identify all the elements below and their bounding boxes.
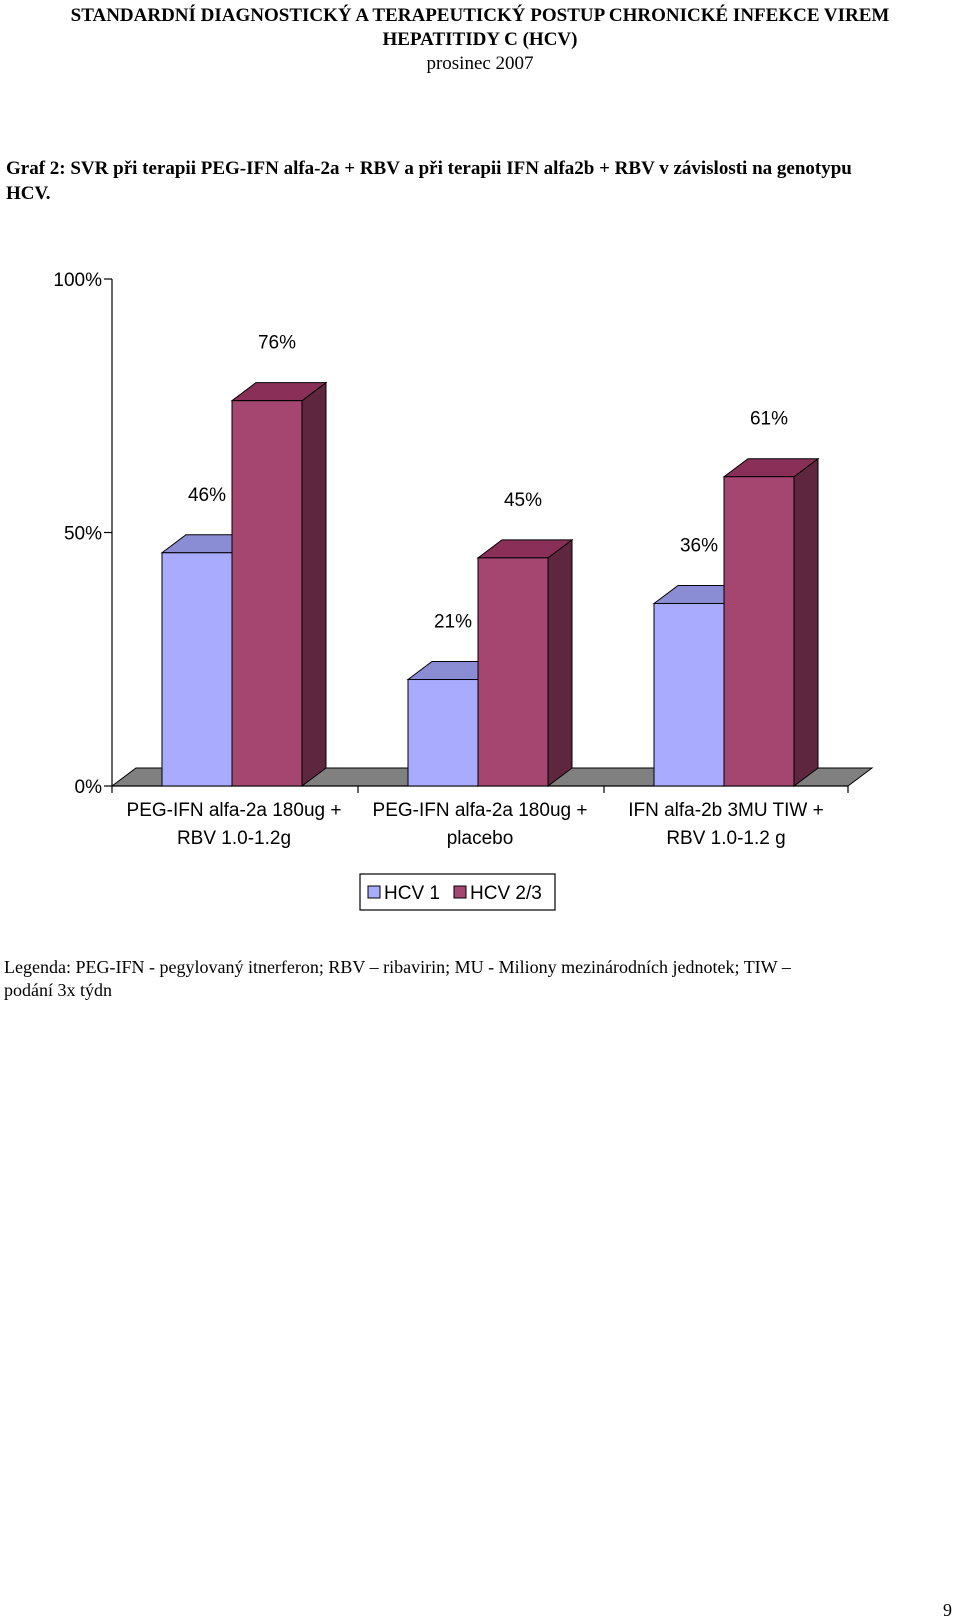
- data-label: 21%: [434, 612, 472, 633]
- header-title-line-2: HEPATITIDY C (HCV): [382, 29, 578, 50]
- legend-label: HCV 1: [384, 883, 440, 904]
- header-title-line-1: STANDARDNÍ DIAGNOSTICKÝ A TERAPEUTICKÝ P…: [70, 5, 890, 26]
- legend-label: HCV 2/3: [470, 883, 542, 904]
- header-date: prosinec 2007: [426, 53, 534, 74]
- x-category-label: RBV 1.0-1.2 g: [666, 828, 785, 849]
- bar-side: [793, 457, 819, 787]
- bar-chart: 0% 50% 100% 46% 76% PEG-IFN alfa-2a 180ug + RB…: [53, 270, 874, 911]
- y-tick-label: 100%: [53, 270, 102, 291]
- bar: [231, 400, 303, 787]
- x-category-label: placebo: [447, 828, 514, 849]
- data-label: 61%: [750, 409, 788, 430]
- y-tick-label: 0%: [75, 777, 103, 798]
- x-category-label: IFN alfa-2b 3MU TIW +: [628, 800, 824, 821]
- data-label: 45%: [504, 490, 542, 511]
- figure-caption-line-2: HCV.: [6, 183, 51, 204]
- x-category-label: PEG-IFN alfa-2a 180ug +: [373, 800, 588, 821]
- data-label: 76%: [258, 333, 296, 354]
- legend-swatch: [453, 885, 467, 899]
- legend-swatch: [367, 885, 381, 899]
- x-category-label: RBV 1.0-1.2g: [177, 828, 291, 849]
- bar: [723, 476, 795, 787]
- x-category-label: PEG-IFN alfa-2a 180ug +: [127, 800, 342, 821]
- data-label: 46%: [188, 485, 226, 506]
- abbreviation-legend: Legenda: PEG-IFN - pegylovaný itnerferon…: [4, 956, 944, 1002]
- data-label: 36%: [680, 535, 718, 556]
- figure-caption: Graf 2: SVR při terapii PEG-IFN alfa-2a …: [6, 156, 946, 206]
- bar-side: [301, 381, 327, 787]
- page-number: 9: [943, 1600, 952, 1620]
- bar: [407, 679, 479, 787]
- abbreviation-legend-line-2: podání 3x týdn: [4, 980, 112, 1000]
- figure-caption-line-1: Graf 2: SVR při terapii PEG-IFN alfa-2a …: [6, 158, 852, 179]
- bar: [653, 602, 725, 787]
- bar: [161, 552, 233, 787]
- y-tick-label: 50%: [64, 524, 102, 545]
- bar: [477, 557, 549, 787]
- abbreviation-legend-line-1: Legenda: PEG-IFN - pegylovaný itnerferon…: [4, 957, 791, 977]
- bar-side: [547, 538, 573, 787]
- document-header: STANDARDNÍ DIAGNOSTICKÝ A TERAPEUTICKÝ P…: [0, 4, 960, 76]
